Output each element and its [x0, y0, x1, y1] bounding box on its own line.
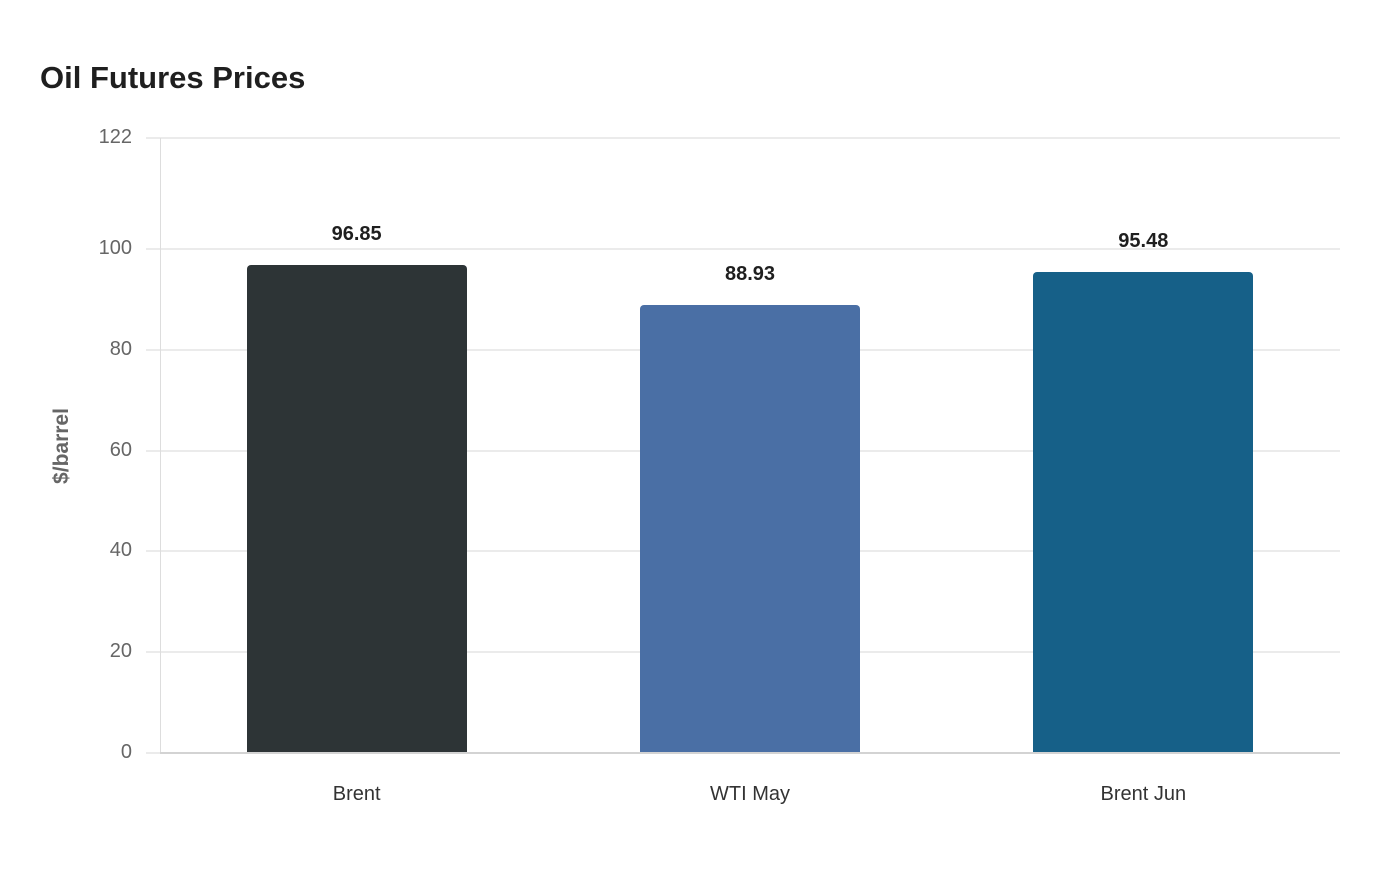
y-tick-mark: [146, 348, 160, 351]
y-tick-mark: [146, 449, 160, 452]
gridline: [160, 137, 1340, 139]
bar-value-label: 88.93: [724, 262, 776, 285]
y-tick-label: 40: [109, 539, 132, 562]
y-tick-mark: [146, 651, 160, 654]
x-axis-line: [160, 752, 1340, 754]
x-tick-label: Brent Jun: [1100, 783, 1187, 805]
bar-wti-may[interactable]: [640, 304, 860, 753]
y-tick-mark: [146, 550, 160, 553]
y-tick-label: 80: [109, 337, 132, 360]
y-tick-label: 60: [109, 438, 132, 461]
y-tick-label: 0: [120, 741, 132, 763]
y-tick-label: 100: [98, 236, 132, 259]
bar-brent[interactable]: [246, 264, 467, 753]
bar-value-label: 96.85: [331, 222, 382, 245]
y-axis-line: [160, 138, 161, 753]
bar-value-label: 95.48: [1118, 229, 1169, 252]
x-tick-label: WTI May: [710, 783, 790, 805]
y-tick-mark: [146, 247, 160, 250]
gridline: [160, 247, 1340, 250]
y-tick-mark: [146, 752, 160, 754]
x-tick-label: Brent: [332, 783, 381, 805]
y-tick-label: 20: [109, 640, 132, 663]
chart-title: Oil Futures Prices: [40, 60, 306, 95]
y-tick-mark: [146, 137, 160, 139]
bar-brent-jun[interactable]: [1033, 271, 1254, 753]
y-tick-label: 122: [98, 126, 132, 148]
